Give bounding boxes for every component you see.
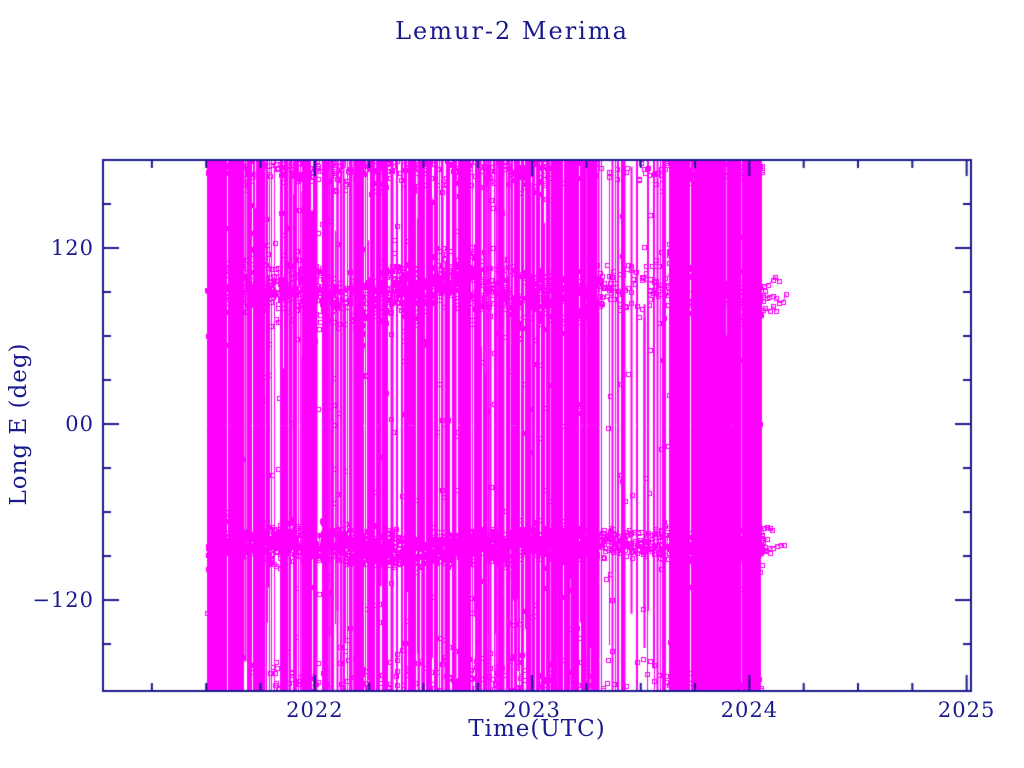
x-axis-label: Time(UTC)	[468, 716, 606, 742]
x-tick-label: 2022	[286, 698, 344, 722]
y-tick-label: −120	[32, 588, 94, 613]
x-tick-label: 2024	[720, 698, 779, 722]
x-tick-label: 2023	[503, 698, 561, 722]
y-tick-label: 120	[50, 236, 94, 260]
chart-title: Lemur-2 Merima	[395, 17, 629, 45]
y-axis-label: Long E (deg)	[6, 342, 32, 506]
x-tick-label: 2025	[937, 698, 996, 722]
y-tick-label: 00	[65, 412, 94, 437]
